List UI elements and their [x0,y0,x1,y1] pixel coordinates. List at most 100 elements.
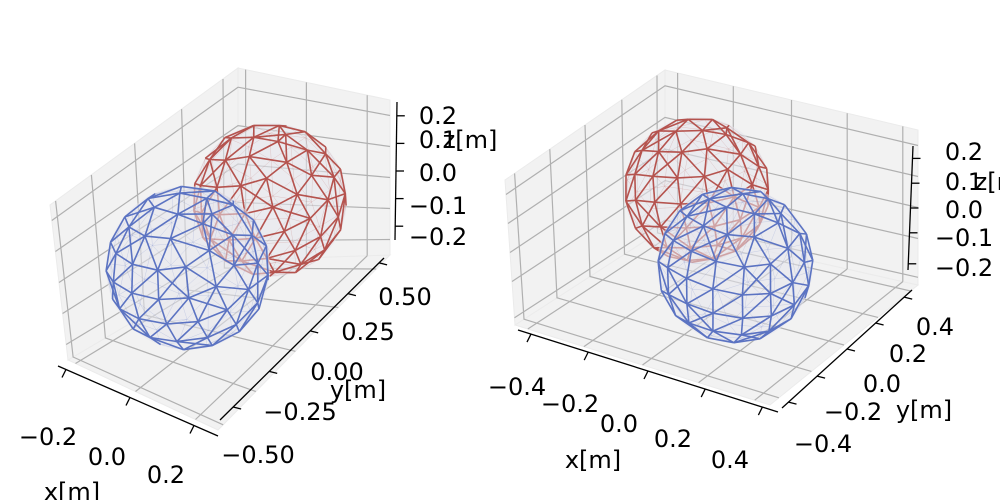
sphere-edge [725,207,729,235]
sphere-edge [311,166,314,203]
sphere-edge [745,305,774,308]
sphere-edge [681,148,708,153]
sphere-edge [690,130,714,140]
sphere-edge [327,176,335,201]
sphere-edge [753,222,779,238]
sphere-edge [152,245,172,266]
sphere-edge [132,211,150,236]
sphere-edge [283,217,311,233]
sphere-edge [254,195,274,220]
sphere-edge [741,139,745,172]
sphere-edge [319,215,338,227]
gridline-y [514,173,780,399]
sphere-edge [239,310,251,332]
sphere-edge [216,229,234,257]
sphere-edge [709,186,732,200]
sphere-edge [149,323,168,339]
sphere-edge [706,148,729,170]
sphere-edge [787,233,801,249]
sphere-edge [759,325,781,340]
z-axis-label: z[m] [975,168,1000,196]
sphere-edge [266,230,285,259]
sphere-edge [211,204,234,215]
sphere-edge [634,175,654,201]
sphere-edge [684,158,709,171]
sphere-edge [311,190,330,203]
sphere-edge [232,251,254,257]
sphere-edge [212,332,233,346]
sphere-edge [726,193,744,208]
sphere-edge [712,312,743,320]
sphere-edge [307,149,326,155]
sphere-edge [290,146,314,167]
sphere-edge [683,221,692,263]
sphere-edge [625,200,637,229]
sphere-edge [251,235,259,264]
sphere-edge [232,204,255,221]
sphere-edge [767,198,779,224]
sphere-edge [232,234,235,266]
sphere-edge [206,190,216,199]
sphere-edge [285,162,298,195]
gridline-y [549,149,812,372]
sphere-edge [661,290,670,300]
sphere-edge [265,241,294,244]
sphere-edge [253,125,287,127]
sphere-edge [152,241,193,246]
sphere-edge [149,196,173,213]
sphere-edge [144,235,171,240]
sphere-edge [726,206,755,215]
sphere-edge [767,249,776,279]
sphere-edge [741,267,746,296]
sphere-edge [264,249,269,276]
sphere-edge [226,309,237,325]
sphere-edge [804,271,810,299]
sphere-edge [124,197,149,218]
sphere-edge [202,198,208,224]
sphere-edge [232,234,259,264]
sphere-edge [215,177,252,190]
sphere-edge [634,174,637,201]
sphere-edge [119,308,151,339]
sphere-edge [232,223,239,257]
sphere-edge [792,281,809,287]
sphere-edge [679,209,688,218]
sphere-edge [109,226,130,243]
sphere-edge [799,233,806,263]
sphere-edge [627,180,638,192]
sphere-edge [733,334,742,344]
sphere-edge [789,247,810,272]
sphere-edge [635,225,643,230]
sphere-edge [208,250,217,287]
sphere-edge [170,222,204,240]
z-tick-label: −0.2 [409,223,467,251]
y-tick-label: −0.4 [794,430,852,458]
sphere-edge [666,267,688,305]
sphere-edge [673,240,704,244]
sphere-edge [666,240,675,268]
sphere-edge [132,198,149,211]
sphere-edge [683,262,693,290]
sphere-edge [205,330,209,346]
sphere-edge [163,293,180,323]
x-tick-mark [526,333,532,343]
sphere-edge [157,269,190,299]
sphere-edge [740,315,772,336]
sphere-edge [109,241,117,254]
sphere-edge [740,325,781,339]
sphere-edge [767,220,780,250]
sphere-edge [657,261,663,291]
sphere-edge [675,129,703,132]
sphere-edge [311,202,320,227]
sphere-edge [767,198,782,215]
sphere-edge [240,185,274,208]
y-tick-mark [904,296,913,300]
sphere-edge [625,180,628,202]
x-tick-label: −0.2 [541,390,599,418]
sphere-edge [156,321,165,331]
sphere-edge [704,168,728,178]
sphere-edge [181,185,215,192]
sphere-edge [224,136,255,161]
sphere-edge [250,177,256,220]
sphere-edge [673,225,704,242]
